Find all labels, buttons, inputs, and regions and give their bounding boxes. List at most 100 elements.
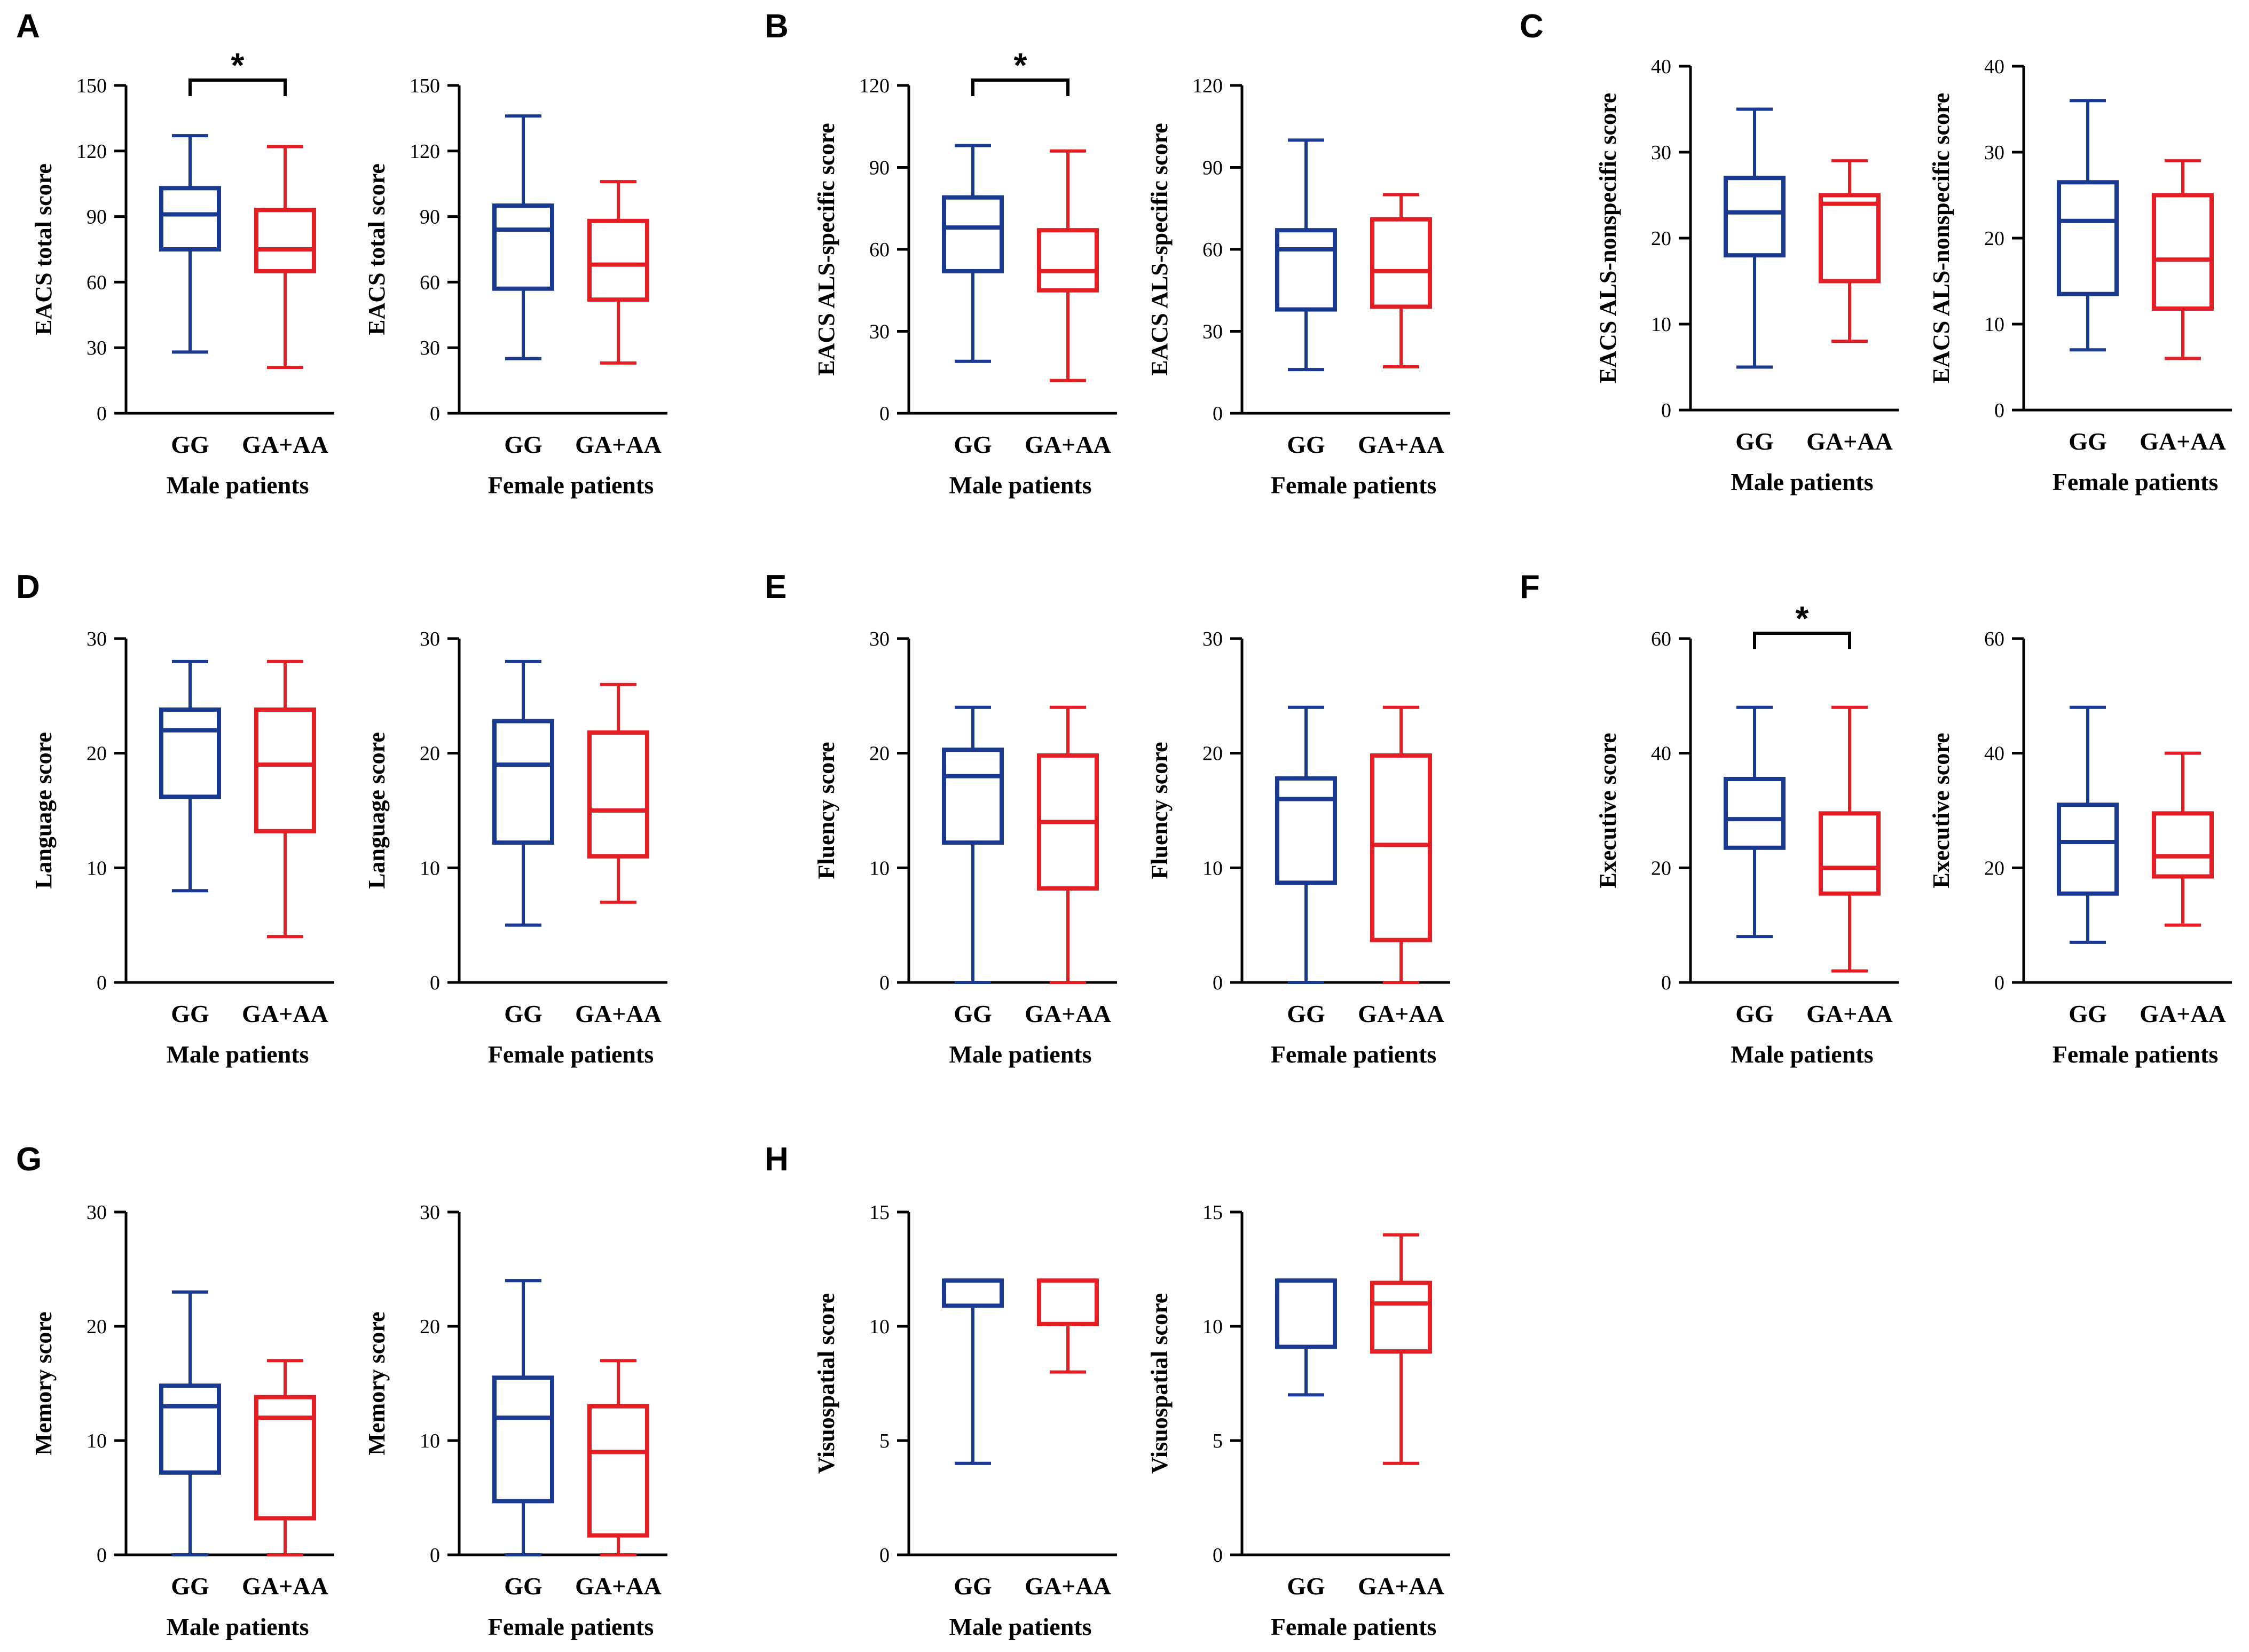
significance-bracket <box>188 78 287 96</box>
category-label: GA+AA <box>1806 1000 1893 1027</box>
y-tick-label: 10 <box>869 857 890 879</box>
box-plot-7: 0 10 20 30 Language score GG GA+AA Female patie… <box>364 628 667 1068</box>
y-axis-title: Memory score <box>30 1311 57 1455</box>
y-tick-label: 20 <box>1202 743 1223 765</box>
group-label: Female patients <box>1271 471 1436 499</box>
box-iqr-GA+AA <box>587 730 649 859</box>
box-plot-8: 0 10 20 30 Fluency score GG GA+AA Male patients… <box>765 569 1117 1068</box>
y-tick-label: 60 <box>86 271 107 294</box>
box-plot-15: 0 5 10 15 Visuospatial score GG GA+AA Female pa… <box>1146 1201 1450 1640</box>
y-tick-label: 150 <box>76 75 107 97</box>
box-iqr-GG <box>942 748 1004 845</box>
panel-letter: D <box>16 569 40 605</box>
y-axis-title: Executive score <box>1928 733 1954 888</box>
category-label: GA+AA <box>2140 428 2226 455</box>
y-tick-label: 0 <box>97 403 107 425</box>
category-label: GA+AA <box>242 1572 328 1600</box>
significance-star: * <box>231 46 245 84</box>
box-iqr-GG <box>1724 776 1786 850</box>
y-tick-label: 15 <box>869 1201 890 1224</box>
box-iqr-GG <box>159 1383 221 1475</box>
y-tick-label: 20 <box>420 743 440 765</box>
significance-bracket <box>971 78 1070 96</box>
box-plot-0: 0 30 60 90 120 150 EACS total score GG GA+AA Male… <box>16 8 334 499</box>
box-plot-9: 0 10 20 30 Fluency score GG GA+AA Female patien… <box>1146 628 1450 1068</box>
y-tick-label: 30 <box>86 337 107 359</box>
y-tick-label: 0 <box>1661 399 1671 422</box>
box-iqr-GG <box>492 719 554 845</box>
y-tick-label: 30 <box>420 337 440 359</box>
category-label: GG <box>504 431 542 458</box>
y-tick-label: 5 <box>879 1430 890 1452</box>
y-tick-label: 30 <box>420 1201 440 1224</box>
y-tick-label: 30 <box>1651 141 1671 164</box>
category-label: GG <box>954 1572 992 1600</box>
category-label: GG <box>1735 1000 1774 1027</box>
box-iqr-GG <box>942 1278 1004 1308</box>
y-axis-title: Visuospatial score <box>1146 1293 1173 1474</box>
box-plot-2: 0 30 60 90 120 EACS ALS-specific score GG GA+AA… <box>765 8 1117 499</box>
category-label: GA+AA <box>1806 428 1893 455</box>
y-tick-label: 40 <box>1651 56 1671 78</box>
y-tick-label: 20 <box>86 1316 107 1338</box>
group-label: Female patients <box>1271 1613 1436 1640</box>
box-iqr-GG <box>1275 1278 1337 1349</box>
y-axis-title: EACS total score <box>30 163 57 335</box>
box-iqr-GG <box>1724 176 1786 258</box>
panel-letter: F <box>1520 569 1540 605</box>
y-axis-title: EACS ALS-nonspecific score <box>1928 93 1954 383</box>
box-iqr-GA+AA <box>254 1395 316 1521</box>
box-iqr-GG <box>942 195 1004 273</box>
category-label: GG <box>954 1000 992 1027</box>
y-tick-label: 0 <box>879 1544 890 1567</box>
y-tick-label: 20 <box>869 743 890 765</box>
y-tick-label: 30 <box>869 628 890 650</box>
category-label: GA+AA <box>1358 1572 1444 1600</box>
box-iqr-GA+AA <box>1370 217 1432 309</box>
y-tick-label: 20 <box>1651 857 1671 879</box>
y-tick-label: 0 <box>430 972 440 994</box>
box-plot-12: 0 10 20 30 Memory score GG GA+AA Male patients G <box>16 1141 334 1640</box>
category-label: GA+AA <box>2140 1000 2226 1027</box>
y-tick-label: 60 <box>1984 628 2004 650</box>
y-tick-label: 30 <box>1202 628 1223 650</box>
y-tick-label: 5 <box>1213 1430 1223 1452</box>
category-label: GA+AA <box>575 431 662 458</box>
y-tick-label: 0 <box>1661 972 1671 994</box>
group-label: Male patients <box>1731 468 1873 495</box>
category-label: GA+AA <box>1025 1000 1111 1027</box>
y-tick-label: 40 <box>1651 743 1671 765</box>
box-iqr-GA+AA <box>1037 1278 1099 1326</box>
y-tick-label: 60 <box>420 271 440 294</box>
panel-letter: A <box>16 8 40 45</box>
y-tick-label: 90 <box>420 206 440 229</box>
y-tick-label: 15 <box>1202 1201 1223 1224</box>
y-tick-label: 0 <box>1994 399 2004 422</box>
y-tick-label: 30 <box>420 628 440 650</box>
box-iqr-GA+AA <box>254 208 316 273</box>
y-axis-title: EACS ALS-nonspecific score <box>1595 93 1621 383</box>
y-tick-label: 30 <box>86 628 107 650</box>
y-tick-label: 0 <box>1213 972 1223 994</box>
panel-letter: E <box>765 569 787 605</box>
category-label: GA+AA <box>575 1572 662 1600</box>
category-label: GA+AA <box>1025 431 1111 458</box>
y-tick-label: 20 <box>420 1316 440 1338</box>
y-tick-label: 90 <box>86 206 107 229</box>
y-tick-label: 10 <box>869 1316 890 1338</box>
y-tick-label: 90 <box>869 157 890 179</box>
y-tick-label: 10 <box>1984 313 2004 336</box>
significance-bracket <box>1753 632 1851 649</box>
y-tick-label: 10 <box>1202 857 1223 879</box>
y-tick-label: 60 <box>869 239 890 261</box>
box-plot-3: 0 30 60 90 120 EACS ALS-specific score GG GA+AA… <box>1146 75 1450 499</box>
group-label: Female patients <box>488 471 654 499</box>
y-tick-label: 0 <box>1213 1544 1223 1567</box>
box-iqr-GA+AA <box>1819 193 1881 284</box>
category-label: GG <box>171 1000 209 1027</box>
category-label: GG <box>171 1572 209 1600</box>
y-tick-label: 60 <box>1202 239 1223 261</box>
box-iqr-GG <box>492 203 554 291</box>
box-plot-13: 0 10 20 30 Memory score GG GA+AA Female patient… <box>364 1201 667 1640</box>
box-iqr-GA+AA <box>1819 811 1881 896</box>
